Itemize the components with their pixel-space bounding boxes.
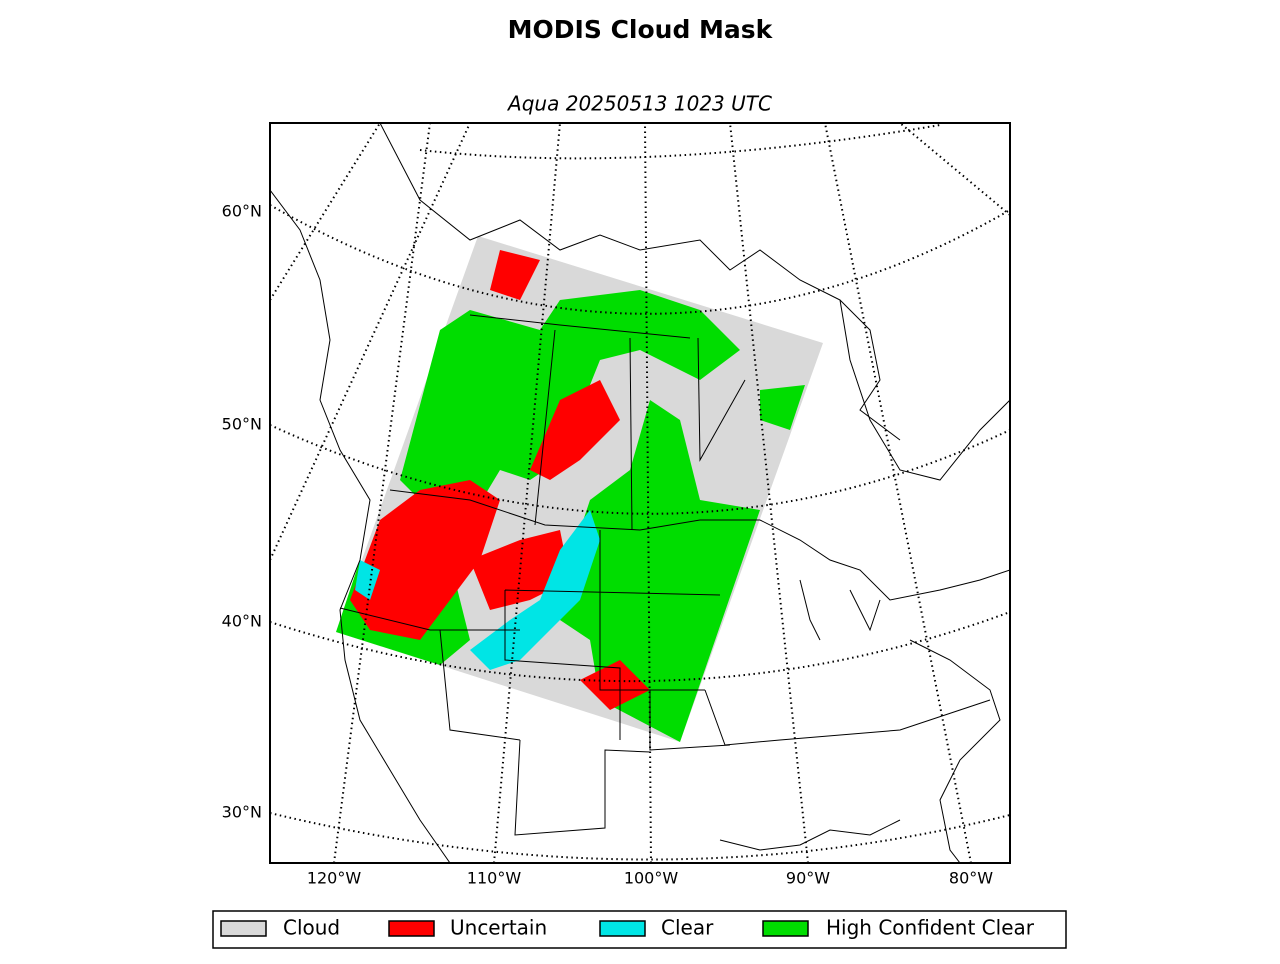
legend-label: Uncertain xyxy=(450,916,547,940)
legend-swatch xyxy=(388,920,435,937)
lat-label: 50°N xyxy=(222,415,262,434)
swath xyxy=(336,236,823,742)
legend-label: Clear xyxy=(661,916,714,940)
lat-label: 60°N xyxy=(222,202,262,221)
legend-label: Cloud xyxy=(283,916,340,940)
swath-clear xyxy=(355,560,380,600)
lon-label: 110°W xyxy=(467,869,522,888)
lon-label: 120°W xyxy=(307,869,362,888)
swath-uncertain xyxy=(490,250,540,300)
subtitle: Aqua 20250513 1023 UTC xyxy=(506,92,772,116)
map-frame xyxy=(269,122,1011,864)
lon-label: 100°W xyxy=(624,869,679,888)
legend-swatch xyxy=(762,920,809,937)
graticule xyxy=(270,123,1010,863)
swath-uncertain xyxy=(350,480,500,640)
swath-clear-hc xyxy=(760,385,805,430)
swath-clear-hc xyxy=(560,400,760,742)
swath-uncertain xyxy=(530,380,620,480)
lon-label: 80°W xyxy=(949,869,993,888)
lat-label: 30°N xyxy=(222,803,262,822)
legend-swatch xyxy=(599,920,646,937)
legend-swatch xyxy=(220,920,267,937)
swath-uncertain xyxy=(580,660,650,710)
lon-label: 90°W xyxy=(786,869,830,888)
lat-label: 40°N xyxy=(222,612,262,631)
legend-label: High Confident Clear xyxy=(826,916,1035,940)
map xyxy=(270,123,1010,863)
title: MODIS Cloud Mask xyxy=(508,15,774,44)
coastlines xyxy=(270,123,1010,863)
